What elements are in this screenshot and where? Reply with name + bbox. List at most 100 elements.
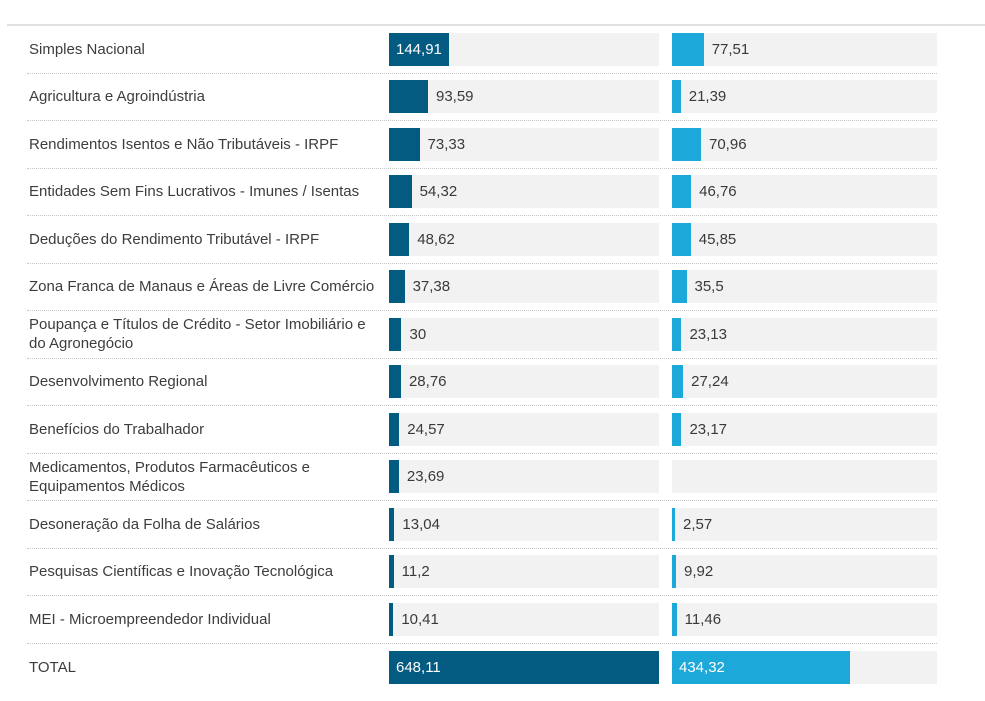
bar-track-series2: 35,5 [672, 270, 937, 304]
bar-track-series1: 11,2 [389, 555, 659, 589]
value-series2: 23,17 [689, 420, 728, 438]
bar-track-series1: 144,91 [389, 32, 659, 66]
value-series1: 11,2 [401, 563, 430, 581]
value-series2: 21,39 [688, 88, 727, 106]
value-series2: 77,51 [711, 40, 750, 58]
bar-series2 [672, 412, 682, 446]
row-label: Zona Franca de Manaus e Áreas de Livre C… [29, 278, 375, 296]
bar-series2 [672, 317, 682, 351]
value-series2: 23,13 [689, 325, 727, 343]
bar-track-series2: 27,24 [672, 365, 937, 399]
table-row: Rendimentos Isentos e Não Tributáveis - … [27, 121, 937, 169]
bar-series2 [672, 555, 677, 589]
bar-series1: 144,91 [389, 32, 450, 66]
bar-track-series1: 13,04 [389, 507, 659, 541]
bar-series1 [389, 127, 420, 161]
bar-series1 [389, 80, 428, 114]
bar-series2 [672, 507, 675, 541]
bar-series2 [672, 80, 681, 114]
value-series2: 2,57 [683, 515, 713, 533]
row-label: Deduções do Rendimento Tributável - IRPF [29, 230, 320, 248]
table-row: Simples Nacional 144,91 77,51 [27, 26, 937, 74]
bar-track-series1: 93,59 [389, 80, 659, 114]
value-series1: 30 [409, 325, 427, 343]
row-label: Medicamentos, Produtos Farmacêuticos e E… [29, 458, 310, 495]
bar-track-series2: 23,17 [672, 412, 937, 446]
bar-track-series1: 30 [389, 317, 659, 351]
table-row: Zona Franca de Manaus e Áreas de Livre C… [27, 264, 937, 311]
value-series1: 54,32 [419, 183, 458, 201]
value-series1: 48,62 [417, 230, 455, 248]
bar-track-series1: 23,69 [389, 460, 659, 494]
value-series1: 28,76 [408, 373, 447, 391]
bar-series1 [389, 412, 400, 446]
table-row: Pesquisas Científicas e Inovação Tecnoló… [27, 549, 937, 596]
bar-series2 [672, 602, 677, 636]
bar-series2 [672, 175, 692, 209]
value-series1: 13,04 [402, 515, 440, 533]
row-label: Poupança e Títulos de Crédito - Setor Im… [29, 316, 366, 353]
bar-track-series1: 648,11 [389, 650, 659, 684]
value-series2: 35,5 [694, 278, 724, 296]
value-series2: 46,76 [699, 183, 737, 201]
value-series2: 27,24 [691, 373, 729, 391]
bar-series2 [672, 270, 687, 304]
bar-track-series1: 24,57 [389, 412, 659, 446]
bar-track-series2: 77,51 [672, 32, 937, 66]
bar-track-series2: 9,92 [672, 555, 937, 589]
row-label: Benefícios do Trabalhador [29, 420, 205, 438]
bar-series1 [389, 460, 399, 494]
value-series2: 434,32 [679, 658, 725, 676]
bar-series1 [389, 507, 395, 541]
bar-track-series1: 28,76 [389, 365, 659, 399]
value-series2: 45,85 [698, 230, 737, 248]
row-label: Entidades Sem Fins Lucrativos - Imunes /… [29, 183, 360, 201]
table-row: TOTAL 648,11 434,32 [27, 644, 937, 692]
row-label: Pesquisas Científicas e Inovação Tecnoló… [29, 563, 334, 581]
table-row: Desoneração da Folha de Salários 13,04 2… [27, 501, 937, 549]
table-row: Medicamentos, Produtos Farmacêuticos e E… [27, 454, 937, 501]
bar-table-body: Simples Nacional 144,91 77,51 Agricultur… [27, 26, 937, 691]
value-series1: 93,59 [435, 88, 474, 106]
bar-series1 [389, 365, 401, 399]
bar-track-series2: 434,32 [672, 650, 937, 684]
bar-series1 [389, 317, 402, 351]
row-label: Agricultura e Agroindústria [29, 88, 205, 106]
table-top-border [7, 24, 985, 26]
value-series2: 70,96 [709, 135, 747, 153]
row-label: Rendimentos Isentos e Não Tributáveis - … [29, 135, 339, 153]
bar-series1 [389, 555, 394, 589]
bar-track-series2: 45,85 [672, 222, 937, 256]
bar-track-series2 [672, 460, 937, 494]
value-series1: 144,91 [396, 40, 442, 58]
value-series2: 9,92 [684, 563, 714, 581]
row-label: TOTAL [29, 658, 76, 676]
bar-series1 [389, 175, 412, 209]
bar-series1 [389, 270, 405, 304]
value-series1: 10,41 [401, 610, 439, 628]
value-series1: 24,57 [407, 420, 445, 438]
bar-track-series2: 21,39 [672, 80, 937, 114]
value-series1: 73,33 [427, 135, 466, 153]
row-label: Desenvolvimento Regional [29, 373, 208, 391]
bar-series2: 434,32 [672, 650, 850, 684]
row-label: MEI - Microempreendedor Individual [29, 610, 271, 628]
bar-series2 [672, 365, 684, 399]
row-label: Desoneração da Folha de Salários [29, 515, 260, 533]
bar-series1 [389, 602, 394, 636]
bar-track-series2: 23,13 [672, 317, 937, 351]
bar-series2 [672, 127, 701, 161]
bar-track-series2: 11,46 [672, 602, 937, 636]
row-label: Simples Nacional [29, 40, 145, 58]
bar-track-series1: 73,33 [389, 127, 659, 161]
table-row: Benefícios do Trabalhador 24,57 23,17 [27, 406, 937, 454]
bar-series1 [389, 222, 410, 256]
table-row: Deduções do Rendimento Tributável - IRPF… [27, 216, 937, 264]
bar-track-series1: 10,41 [389, 602, 659, 636]
table-row: Agricultura e Agroindústria 93,59 21,39 [27, 74, 937, 121]
bar-series2 [672, 222, 691, 256]
bar-track-series1: 37,38 [389, 270, 659, 304]
table-row: MEI - Microempreendedor Individual 10,41… [27, 596, 937, 644]
value-series2: 11,46 [684, 610, 722, 628]
